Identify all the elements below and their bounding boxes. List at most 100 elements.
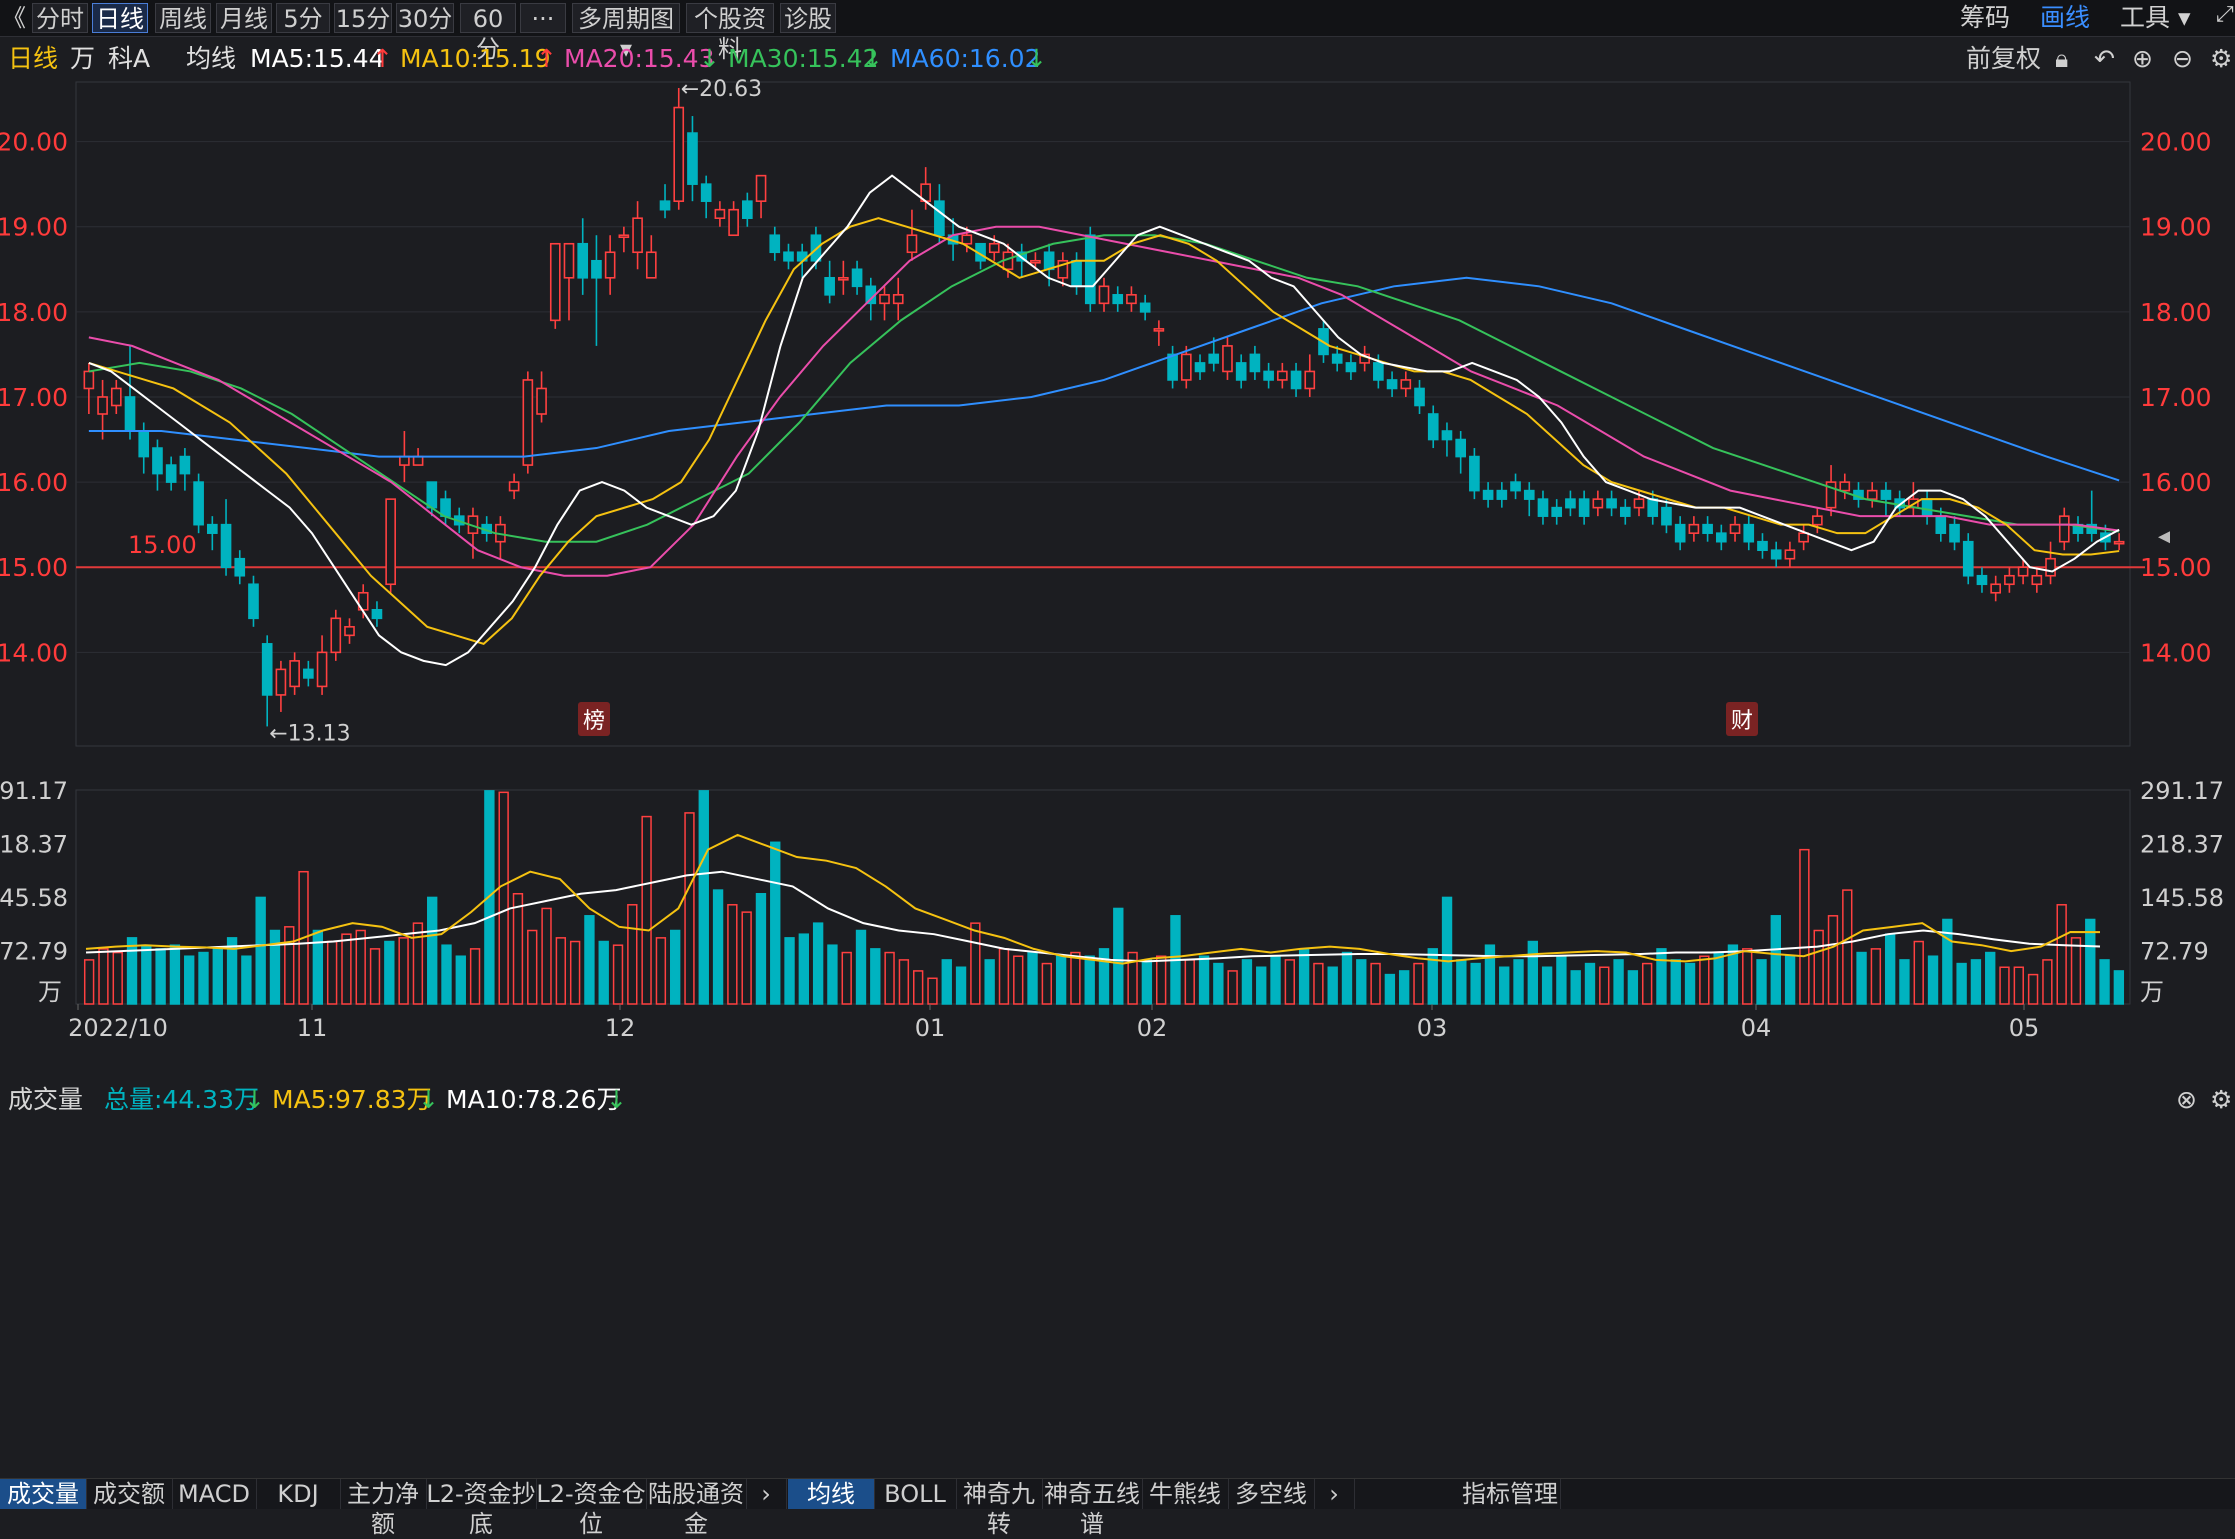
volume-bar-up [655, 937, 667, 1005]
candle-down [1949, 523, 1960, 543]
indicator-tab-7[interactable]: 陆股通资金 [646, 1479, 747, 1538]
candle-up [399, 455, 410, 466]
candle-down [659, 200, 671, 211]
volume-bar-up [469, 948, 481, 1005]
indicator-tab-1[interactable]: 成交额 [86, 1479, 173, 1509]
adjust-label[interactable]: 前复权 [1966, 44, 2042, 73]
candle-up [1729, 523, 1741, 534]
volume-bar-down [1484, 944, 1496, 1005]
volume-total: 总量:44.33万 [104, 1085, 259, 1114]
tab-6[interactable]: 30分 [396, 3, 454, 33]
tab-4[interactable]: 5分 [276, 3, 330, 33]
volume-bar-up [684, 812, 695, 1005]
indicator-tab-10[interactable]: BOLL [874, 1479, 957, 1509]
volume-bar-up [612, 944, 624, 1005]
settings-icon[interactable]: ⚙ [2210, 1085, 2233, 1114]
indicator-tab-13[interactable]: 牛熊线 [1142, 1479, 1229, 1509]
volume-bar-up [1155, 955, 1167, 1005]
x-label: 01 [915, 1014, 946, 1042]
toolbar-draw-button[interactable]: 画线 [2040, 3, 2091, 32]
volume-bar-up [998, 948, 1010, 1005]
volume-tick-right: 218.37 [2140, 831, 2224, 859]
indicator-tab-5[interactable]: L2-资金抄底 [426, 1479, 537, 1538]
volume-bar-up [83, 959, 95, 1005]
indicator-tab-8[interactable]: › [746, 1479, 787, 1509]
price-tick-right: 19.00 [2140, 213, 2212, 242]
tab-5[interactable]: 15分 [334, 3, 392, 33]
candle-down [1523, 489, 1535, 500]
indicator-tab-6[interactable]: L2-资金仓位 [536, 1479, 647, 1538]
candle-up [1153, 328, 1165, 332]
volume-bar-down [455, 955, 466, 1005]
candle-down [1208, 353, 1220, 364]
price-tick-left: 18.00 [0, 298, 68, 327]
volume-bar-up [341, 933, 352, 1005]
tab-8[interactable]: ··· [520, 3, 566, 33]
volume-bar-up [1641, 962, 1653, 1005]
candle-up [838, 276, 849, 281]
fullscreen-icon[interactable]: ⤢ [2216, 2, 2234, 27]
volume-bar-down [226, 937, 238, 1005]
toolbar-chips-button[interactable]: 筹码 [1960, 3, 2011, 32]
volume-bar-up [1070, 951, 1081, 1005]
volume-bar-down [212, 948, 223, 1005]
candle-down [371, 608, 383, 620]
price-tick-left: 15.00 [0, 553, 68, 582]
ma-label[interactable]: 均线 [186, 44, 237, 73]
volume-ma5: MA5:97.83万 [272, 1085, 432, 1114]
candlestick-chart[interactable]: 20.00 20.00 19.00 19.00 18.00 18.00 17.00 17.00… [0, 78, 2235, 1078]
candle-up [1990, 583, 2002, 594]
volume-bar-down [1756, 959, 1767, 1005]
candle-down [1976, 574, 1988, 586]
indicator-tab-4[interactable]: 主力净额 [340, 1479, 427, 1538]
lock-icon[interactable]: 🔒︎ [2055, 44, 2069, 73]
candle-down [1674, 523, 1686, 543]
indicator-tab-16[interactable]: 指标管理 [1460, 1479, 1561, 1509]
volume-bar-up [355, 929, 366, 1005]
volume-tick-left: 72.79 [0, 938, 68, 966]
undo-icon[interactable]: ↶ [2094, 44, 2115, 73]
indicator-tab-12[interactable]: 神奇五线谱 [1042, 1479, 1143, 1538]
candle-down [934, 200, 945, 237]
event-marker-finance: 财 [1731, 709, 1753, 734]
volume-bar-down [984, 959, 995, 1005]
stock-name: 科A [108, 44, 151, 73]
volume-unit-left: 万 [38, 978, 62, 1006]
tab-7[interactable]: 60分 [460, 3, 516, 63]
volume-bar-down [1970, 959, 1982, 1005]
candle-up [906, 234, 918, 254]
tab-1[interactable]: 日线 [92, 3, 148, 33]
indicator-tab-2[interactable]: MACD [172, 1479, 257, 1509]
indicator-tab-11[interactable]: 神奇九转 [956, 1479, 1043, 1538]
candle-down [742, 200, 753, 220]
down-arrow-icon: ↓ [418, 1085, 439, 1114]
price-tick-left: 19.00 [0, 213, 68, 242]
period-label[interactable]: 日线 [8, 44, 59, 73]
indicator-tab-0[interactable]: 成交量 [0, 1479, 87, 1509]
candle-down [1496, 489, 1508, 500]
tab-0[interactable]: 分时 [32, 3, 88, 33]
close-icon[interactable]: ⊗ [2176, 1085, 2197, 1114]
indicator-tab-15[interactable]: › [1314, 1479, 1355, 1509]
volume-tick-left: 291.17 [0, 777, 68, 805]
tab-11[interactable]: 诊股 [780, 3, 836, 33]
volume-bar-up [1184, 959, 1195, 1005]
toolbar-tools-button[interactable]: 工具 ▾ [2120, 3, 2191, 32]
candle-down [1331, 353, 1343, 364]
settings-icon[interactable]: ⚙ [2210, 44, 2233, 73]
indicator-tab-14[interactable]: 多空线 [1228, 1479, 1315, 1509]
tab-3[interactable]: 月线 [216, 3, 272, 33]
tab-2[interactable]: 周线 [155, 3, 211, 33]
price-tick-left: 14.00 [0, 638, 68, 667]
volume-bar-up [512, 893, 524, 1005]
indicator-tab-3[interactable]: KDJ [256, 1479, 341, 1509]
candle-up [385, 498, 396, 586]
candle-down [152, 447, 163, 475]
tab-9[interactable]: 多周期图 ▾ [572, 3, 680, 63]
zoom-in-icon[interactable]: ⊕ [2132, 44, 2153, 73]
back-icon[interactable]: 《 [2, 4, 26, 32]
candle-up [1222, 345, 1233, 373]
zoom-out-icon[interactable]: ⊖ [2172, 44, 2193, 73]
indicator-tab-9[interactable]: 均线 [788, 1479, 875, 1509]
tab-10[interactable]: 个股资料 [686, 3, 774, 63]
